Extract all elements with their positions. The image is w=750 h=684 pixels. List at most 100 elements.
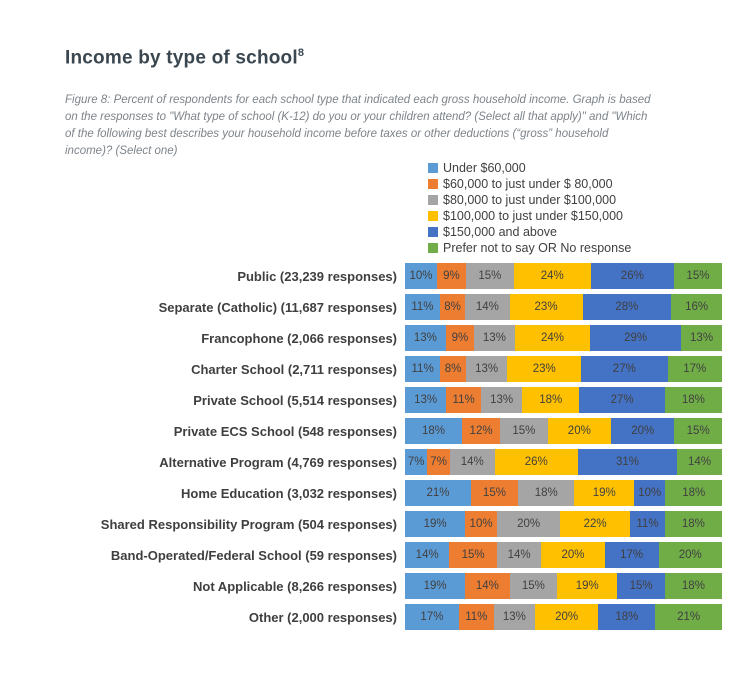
segment-value-label: 20%	[567, 425, 591, 437]
legend-label: Under $60,000	[443, 161, 526, 175]
bar-segment: 14%	[465, 294, 510, 320]
bar-segment: 23%	[507, 356, 582, 382]
segment-value-label: 16%	[685, 301, 709, 313]
bar-segment: 10%	[634, 480, 666, 506]
category-label: Band-Operated/Federal School (59 respons…	[110, 547, 397, 563]
segment-value-label: 18%	[615, 611, 639, 623]
segment-value-label: 23%	[534, 301, 558, 313]
stacked-bar: 21% 15% 18% 19% 10% 18%	[405, 480, 722, 506]
bar-segment: 18%	[598, 604, 656, 630]
segment-value-label: 20%	[678, 549, 702, 561]
legend: Under $60,000 $60,000 to just under $ 80,…	[428, 160, 631, 256]
bar-segment: 20%	[611, 418, 675, 444]
legend-swatch-icon	[428, 179, 438, 189]
bar-segment: 11%	[405, 294, 440, 320]
category-label: Not Applicable (8,266 responses)	[193, 578, 397, 594]
segment-value-label: 13%	[490, 394, 514, 406]
bar-segment: 17%	[604, 542, 659, 568]
legend-swatch-icon	[428, 195, 438, 205]
bar-segment: 18%	[664, 573, 722, 599]
bar-segment: 11%	[458, 604, 494, 630]
segment-value-label: 27%	[610, 394, 634, 406]
bar-segment: 11%	[405, 356, 441, 382]
bar-segment: 20%	[541, 542, 605, 568]
bar-segment: 13%	[405, 325, 446, 351]
chart-row: Home Education (3,032 responses) 21% 15% 18…	[65, 480, 722, 506]
segment-value-label: 13%	[502, 611, 526, 623]
bar-segment: 10%	[405, 263, 438, 289]
bar-segment: 27%	[581, 356, 668, 382]
bar-segment: 11%	[630, 511, 665, 537]
legend-item: $100,000 to just under $150,000	[428, 208, 631, 224]
legend-item: $80,000 to just under $100,000	[428, 192, 631, 208]
segment-value-label: 24%	[540, 270, 564, 282]
bar-segment: 16%	[671, 294, 722, 320]
category-label: Francophone (2,066 responses)	[201, 330, 397, 346]
bar-segment: 14%	[449, 449, 495, 475]
bar-segment: 15%	[500, 418, 548, 444]
bar-segment: 14%	[465, 573, 510, 599]
segment-value-label: 18%	[422, 425, 446, 437]
category-label: Charter School (2,711 responses)	[191, 361, 397, 377]
segment-value-label: 14%	[475, 580, 499, 592]
segment-value-label: 12%	[469, 425, 493, 437]
segment-value-label: 21%	[677, 611, 701, 623]
stacked-bar: 19% 14% 15% 19% 15% 18%	[405, 573, 722, 599]
legend-label: Prefer not to say OR No response	[443, 241, 632, 255]
bar-segment: 9%	[437, 263, 466, 289]
bar-segment: 8%	[439, 294, 466, 320]
bar-segment: 26%	[590, 263, 674, 289]
segment-value-label: 14%	[688, 456, 712, 468]
segment-value-label: 15%	[629, 580, 653, 592]
bar-segment: 8%	[440, 356, 466, 382]
legend-item: Prefer not to say OR No response	[428, 240, 631, 256]
stacked-bar: 10% 9% 15% 24% 26% 15%	[405, 263, 722, 289]
category-label: Alternative Program (4,769 responses)	[159, 454, 397, 470]
segment-value-label: 18%	[681, 518, 705, 530]
bar-segment: 14%	[496, 542, 542, 568]
segment-value-label: 11%	[465, 611, 488, 623]
segment-value-label: 17%	[620, 549, 644, 561]
bar-segment: 22%	[560, 511, 631, 537]
segment-value-label: 9%	[443, 270, 460, 282]
legend-swatch-icon	[428, 227, 438, 237]
chart-row: Other (2,000 responses) 17% 11% 13% 20% 18% 21…	[65, 604, 722, 630]
bar-segment: 18%	[405, 418, 463, 444]
stacked-bar: 7% 7% 14% 26% 31% 14%	[405, 449, 722, 475]
stacked-bar: 13% 11% 13% 18% 27% 18%	[405, 387, 722, 413]
segment-value-label: 20%	[561, 549, 585, 561]
segment-value-label: 13%	[413, 332, 437, 344]
stacked-bar: 19% 10% 20% 22% 11% 18%	[405, 511, 722, 537]
category-label: Public (23,239 responses)	[237, 268, 397, 284]
page-title: Income by type of school8	[65, 47, 304, 69]
segment-value-label: 19%	[423, 518, 447, 530]
page-title-footnote-marker: 8	[297, 46, 305, 59]
segment-value-label: 15%	[512, 425, 536, 437]
legend-label: $80,000 to just under $100,000	[443, 193, 617, 207]
segment-value-label: 24%	[540, 332, 564, 344]
chart-row: Francophone (2,066 responses) 13% 9% 13% 24%…	[65, 325, 722, 351]
bar-segment: 19%	[557, 573, 618, 599]
segment-value-label: 20%	[517, 518, 541, 530]
bar-segment: 12%	[462, 418, 501, 444]
segment-value-label: 17%	[420, 611, 444, 623]
segment-value-label: 31%	[616, 456, 640, 468]
segment-value-label: 19%	[592, 487, 616, 499]
bar-segment: 15%	[465, 263, 514, 289]
bar-segment: 27%	[579, 387, 665, 413]
bar-segment: 13%	[465, 356, 508, 382]
bar-segment: 14%	[677, 449, 722, 475]
bar-segment: 19%	[574, 480, 635, 506]
segment-value-label: 22%	[583, 518, 607, 530]
segment-value-label: 8%	[444, 301, 461, 313]
bar-segment: 13%	[405, 387, 447, 413]
bar-segment: 18%	[517, 480, 575, 506]
segment-value-label: 14%	[460, 456, 484, 468]
chart-row: Alternative Program (4,769 responses) 7% 7…	[65, 449, 722, 475]
legend-swatch-icon	[428, 163, 438, 173]
chart-row: Private School (5,514 responses) 13% 11% 13…	[65, 387, 722, 413]
segment-value-label: 10%	[409, 270, 433, 282]
legend-label: $100,000 to just under $150,000	[443, 209, 624, 223]
bar-segment: 19%	[405, 511, 466, 537]
segment-value-label: 29%	[624, 332, 648, 344]
